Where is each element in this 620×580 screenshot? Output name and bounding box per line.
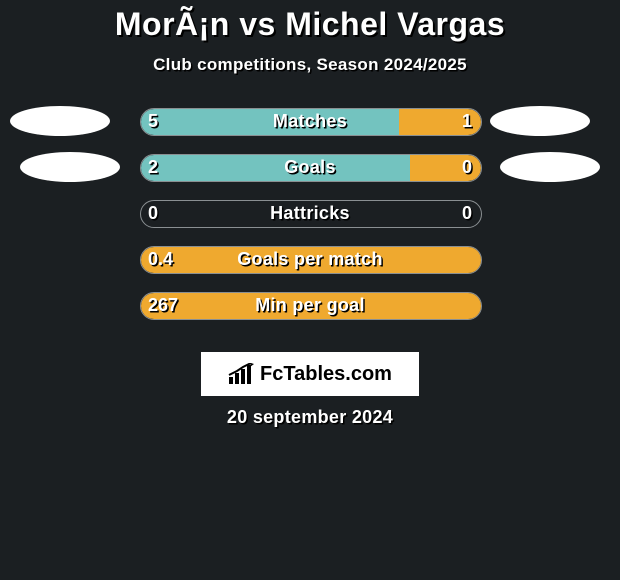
value-left: 267 <box>148 292 178 318</box>
logo-text: FcTables.com <box>260 363 392 386</box>
stat-row: Goals per match0.4 <box>0 246 620 292</box>
stat-row: Matches51 <box>0 108 620 154</box>
player-oval-left <box>10 106 110 136</box>
value-right: 0 <box>462 200 472 226</box>
stat-row: Min per goal267 <box>0 292 620 338</box>
bar-track <box>140 292 482 320</box>
bar-left <box>141 247 481 273</box>
player-oval-right <box>490 106 590 136</box>
bar-left <box>141 155 410 181</box>
value-left: 0.4 <box>148 246 173 272</box>
bar-track <box>140 200 482 228</box>
value-left: 2 <box>148 154 158 180</box>
bar-left <box>141 109 399 135</box>
fctables-logo: FcTables.com <box>201 352 419 396</box>
stat-row: Hattricks00 <box>0 200 620 246</box>
bar-track <box>140 108 482 136</box>
bar-growth-icon <box>228 363 254 385</box>
bar-track <box>140 246 482 274</box>
player-oval-left <box>20 152 120 182</box>
stat-row: Goals20 <box>0 154 620 200</box>
bar-left <box>141 293 481 319</box>
stats-rows: Matches51Goals20Hattricks00Goals per mat… <box>0 108 620 338</box>
value-left: 0 <box>148 200 158 226</box>
title: MorÃ¡n vs Michel Vargas <box>0 0 620 43</box>
player-oval-right <box>500 152 600 182</box>
date: 20 september 2024 <box>0 407 620 428</box>
value-left: 5 <box>148 108 158 134</box>
bar-track <box>140 154 482 182</box>
subtitle: Club competitions, Season 2024/2025 <box>0 55 620 75</box>
value-right: 0 <box>462 154 472 180</box>
value-right: 1 <box>462 108 472 134</box>
comparison-infographic: MorÃ¡n vs Michel Vargas Club competition… <box>0 0 620 580</box>
